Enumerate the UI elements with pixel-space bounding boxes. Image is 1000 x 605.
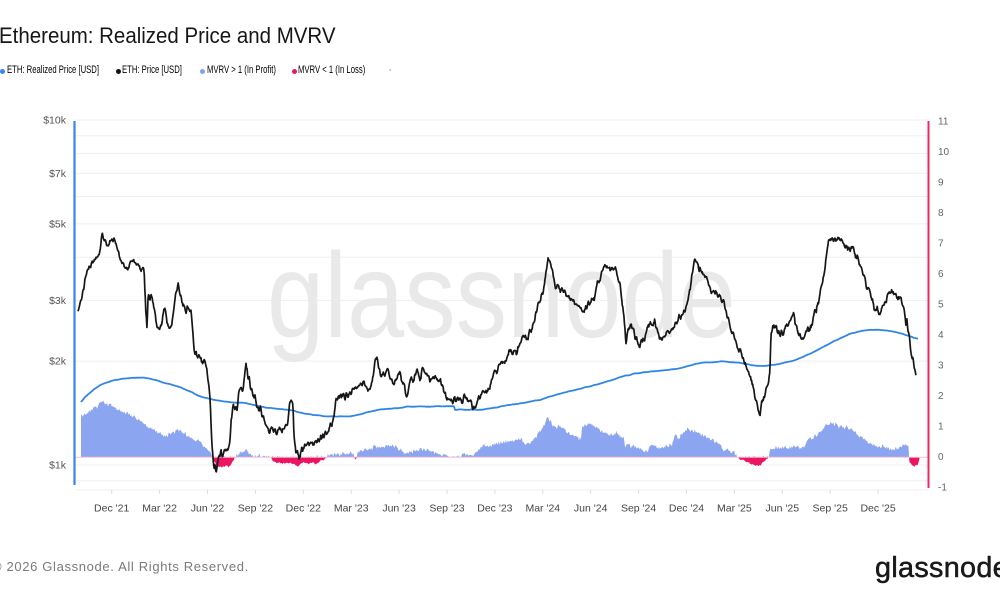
svg-text:Jun '22: Jun '22	[191, 503, 225, 515]
svg-text:4: 4	[938, 330, 944, 341]
svg-text:Mar '23: Mar '23	[334, 503, 369, 515]
svg-text:Sep '23: Sep '23	[429, 503, 464, 515]
svg-text:2: 2	[938, 391, 944, 402]
svg-text:$5k: $5k	[49, 218, 67, 230]
svg-text:glassnode: glassnode	[267, 227, 736, 363]
svg-text:$7k: $7k	[49, 168, 67, 180]
svg-text:Mar '24: Mar '24	[525, 503, 560, 515]
svg-text:Dec '21: Dec '21	[94, 503, 129, 515]
svg-text:10: 10	[938, 147, 950, 158]
svg-text:3: 3	[938, 361, 944, 372]
svg-text:1: 1	[938, 422, 944, 433]
svg-text:Dec '25: Dec '25	[860, 503, 895, 515]
svg-text:7: 7	[938, 239, 944, 250]
svg-text:Sep '25: Sep '25	[813, 503, 848, 515]
svg-text:-1: -1	[938, 483, 947, 494]
svg-text:Dec '23: Dec '23	[477, 503, 512, 515]
svg-text:Jun '24: Jun '24	[574, 503, 608, 515]
svg-text:Jun '23: Jun '23	[382, 503, 416, 515]
svg-text:Dec '22: Dec '22	[286, 503, 321, 515]
svg-text:$2k: $2k	[49, 356, 67, 368]
svg-text:9: 9	[938, 178, 944, 189]
svg-text:11: 11	[938, 117, 949, 128]
svg-text:6: 6	[938, 269, 944, 280]
svg-text:Dec '24: Dec '24	[669, 503, 704, 515]
svg-text:$1k: $1k	[49, 460, 67, 472]
svg-text:Mar '22: Mar '22	[142, 503, 177, 515]
svg-text:$10k: $10k	[43, 115, 67, 127]
svg-text:Jun '25: Jun '25	[766, 503, 800, 515]
svg-text:Sep '24: Sep '24	[621, 503, 656, 515]
svg-text:Mar '25: Mar '25	[717, 503, 752, 515]
svg-text:$3k: $3k	[49, 295, 67, 307]
svg-text:8: 8	[938, 208, 944, 219]
svg-text:0: 0	[938, 452, 944, 463]
svg-text:5: 5	[938, 300, 944, 311]
svg-text:Sep '22: Sep '22	[238, 503, 273, 515]
